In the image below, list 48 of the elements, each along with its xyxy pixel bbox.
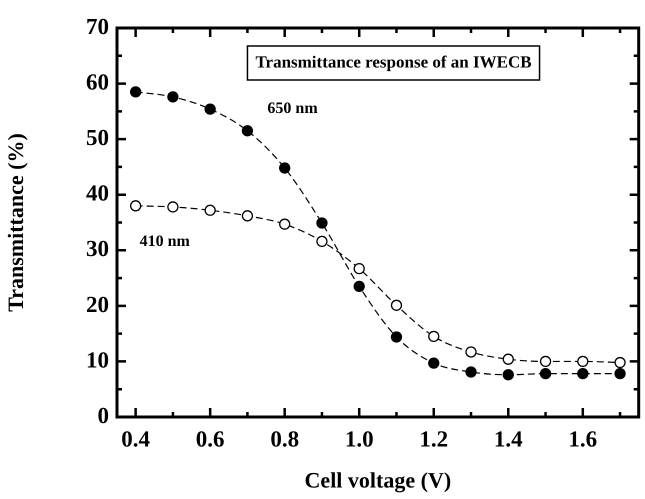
point: [316, 236, 328, 248]
point: [279, 218, 290, 230]
point: [390, 331, 402, 343]
x-axis-title: Cell voltage (V): [304, 467, 452, 492]
point: [130, 200, 142, 212]
y-tick-label: 10: [86, 347, 109, 372]
point: [577, 356, 588, 368]
y-tick-label: 50: [86, 125, 109, 150]
y-tick-label: 20: [86, 292, 109, 317]
y-tick-label: 30: [86, 236, 109, 262]
point: [242, 210, 254, 222]
point: [540, 368, 552, 380]
series-label: 650 nm: [267, 100, 318, 117]
point: [279, 162, 290, 174]
point: [614, 368, 626, 380]
x-tick-label: 1.2: [419, 426, 448, 452]
x-tick-label: 1.6: [568, 426, 598, 452]
point: [577, 368, 588, 380]
y-axis-title: Transmittance (%): [2, 133, 28, 312]
y-tick-label: 60: [86, 70, 109, 95]
point: [540, 356, 552, 368]
point: [204, 204, 216, 216]
x-tick-label: 0.4: [121, 426, 151, 452]
point: [465, 366, 477, 378]
point: [354, 280, 365, 292]
text: Transmittance response of an IWECB: [255, 52, 532, 72]
point: [390, 300, 402, 311]
point: [428, 330, 440, 342]
y-tick-label: 70: [86, 14, 109, 39]
point: [242, 125, 254, 136]
y-tick-label: 40: [86, 180, 109, 206]
x-tick-label: 1.4: [494, 426, 524, 452]
point: [130, 86, 142, 98]
point: [502, 369, 514, 380]
point: [428, 357, 440, 369]
series-label: 410 nm: [140, 232, 191, 250]
x-tick-label: 0.6: [196, 426, 225, 452]
x-tick-label: 0.8: [270, 426, 300, 452]
point: [354, 262, 365, 274]
point: [167, 201, 179, 213]
point: [502, 354, 514, 365]
point: [614, 356, 626, 368]
y-tick-label: 0: [98, 402, 109, 428]
point: [204, 103, 216, 115]
point: [465, 346, 477, 358]
x-tick-label: 1.0: [344, 426, 374, 452]
point: [316, 217, 328, 229]
point: [167, 91, 179, 103]
